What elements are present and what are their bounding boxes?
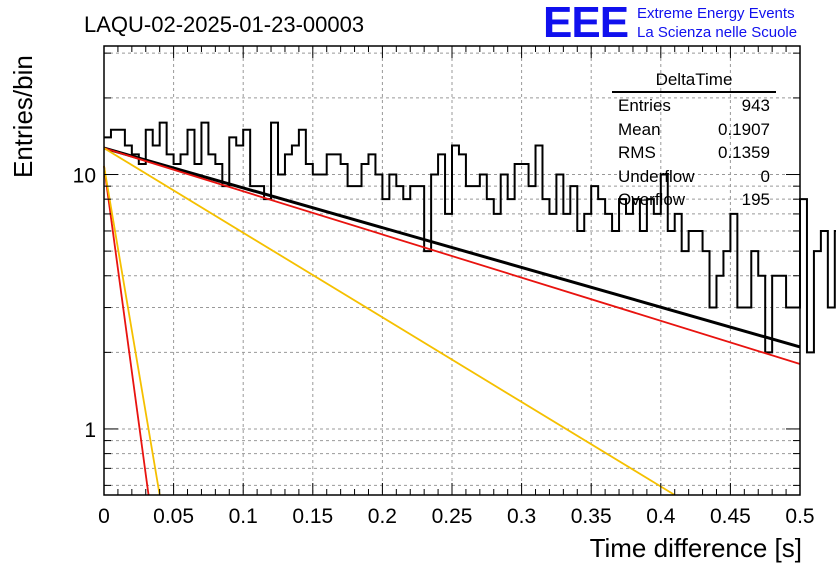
fit-line-1 xyxy=(103,146,801,349)
histogram-line xyxy=(104,121,836,354)
x-tick-label: 0.05 xyxy=(153,505,194,528)
x-axis-label: Time difference [s] xyxy=(589,533,802,563)
logo-line-2: La Scienza nelle Scuole xyxy=(637,24,798,41)
stats-row-overflow: Overflow 195 xyxy=(612,188,776,212)
x-tick-label: 0.15 xyxy=(292,505,333,528)
stats-title: DeltaTime xyxy=(612,70,776,93)
stats-label: Entries xyxy=(618,96,671,115)
stats-row-entries: Entries 943 xyxy=(612,94,776,118)
x-tick-label: 0.2 xyxy=(368,505,397,528)
stats-value: 0 xyxy=(760,166,770,186)
x-tick-label: 0.45 xyxy=(710,505,751,528)
x-tick-label: 0 xyxy=(98,505,110,528)
stats-label: Mean xyxy=(618,119,661,139)
y-tick-label: 10 xyxy=(73,165,96,188)
eee-logo-icon: EEE xyxy=(543,0,629,47)
x-tick-label: 0.1 xyxy=(229,505,258,528)
stats-label: Underflow xyxy=(618,166,695,186)
fit-line-2 xyxy=(103,147,801,365)
fit-line-5 xyxy=(103,165,161,496)
stats-label: RMS xyxy=(618,143,656,162)
x-tick-label: 0.25 xyxy=(432,505,473,528)
stats-box: DeltaTime Entries 943 Mean 0.1907 RMS 0.… xyxy=(612,70,776,212)
stats-row-underflow: Underflow 0 xyxy=(612,165,776,189)
stats-value: 943 xyxy=(741,96,770,115)
stats-row-mean: Mean 0.1907 xyxy=(612,118,776,142)
fit-line-3 xyxy=(103,147,676,496)
stats-value: 195 xyxy=(741,190,770,209)
y-axis-label: Entries/bin xyxy=(8,55,38,178)
stats-value: 0.1359 xyxy=(718,143,770,162)
x-tick-label: 0.5 xyxy=(785,505,814,528)
page-title: LAQU-02-2025-01-23-00003 xyxy=(84,12,365,37)
stats-value: 0.1907 xyxy=(718,119,770,139)
x-tick-label: 0.4 xyxy=(646,505,676,528)
logo-line-1: Extreme Energy Events xyxy=(637,5,795,22)
y-tick-label: 1 xyxy=(84,419,96,442)
fit-line-4 xyxy=(103,165,150,496)
x-tick-label: 0.3 xyxy=(507,505,536,528)
stats-label: Overflow xyxy=(618,190,686,209)
x-tick-label: 0.35 xyxy=(571,505,612,528)
stats-row-rms: RMS 0.1359 xyxy=(612,141,776,165)
